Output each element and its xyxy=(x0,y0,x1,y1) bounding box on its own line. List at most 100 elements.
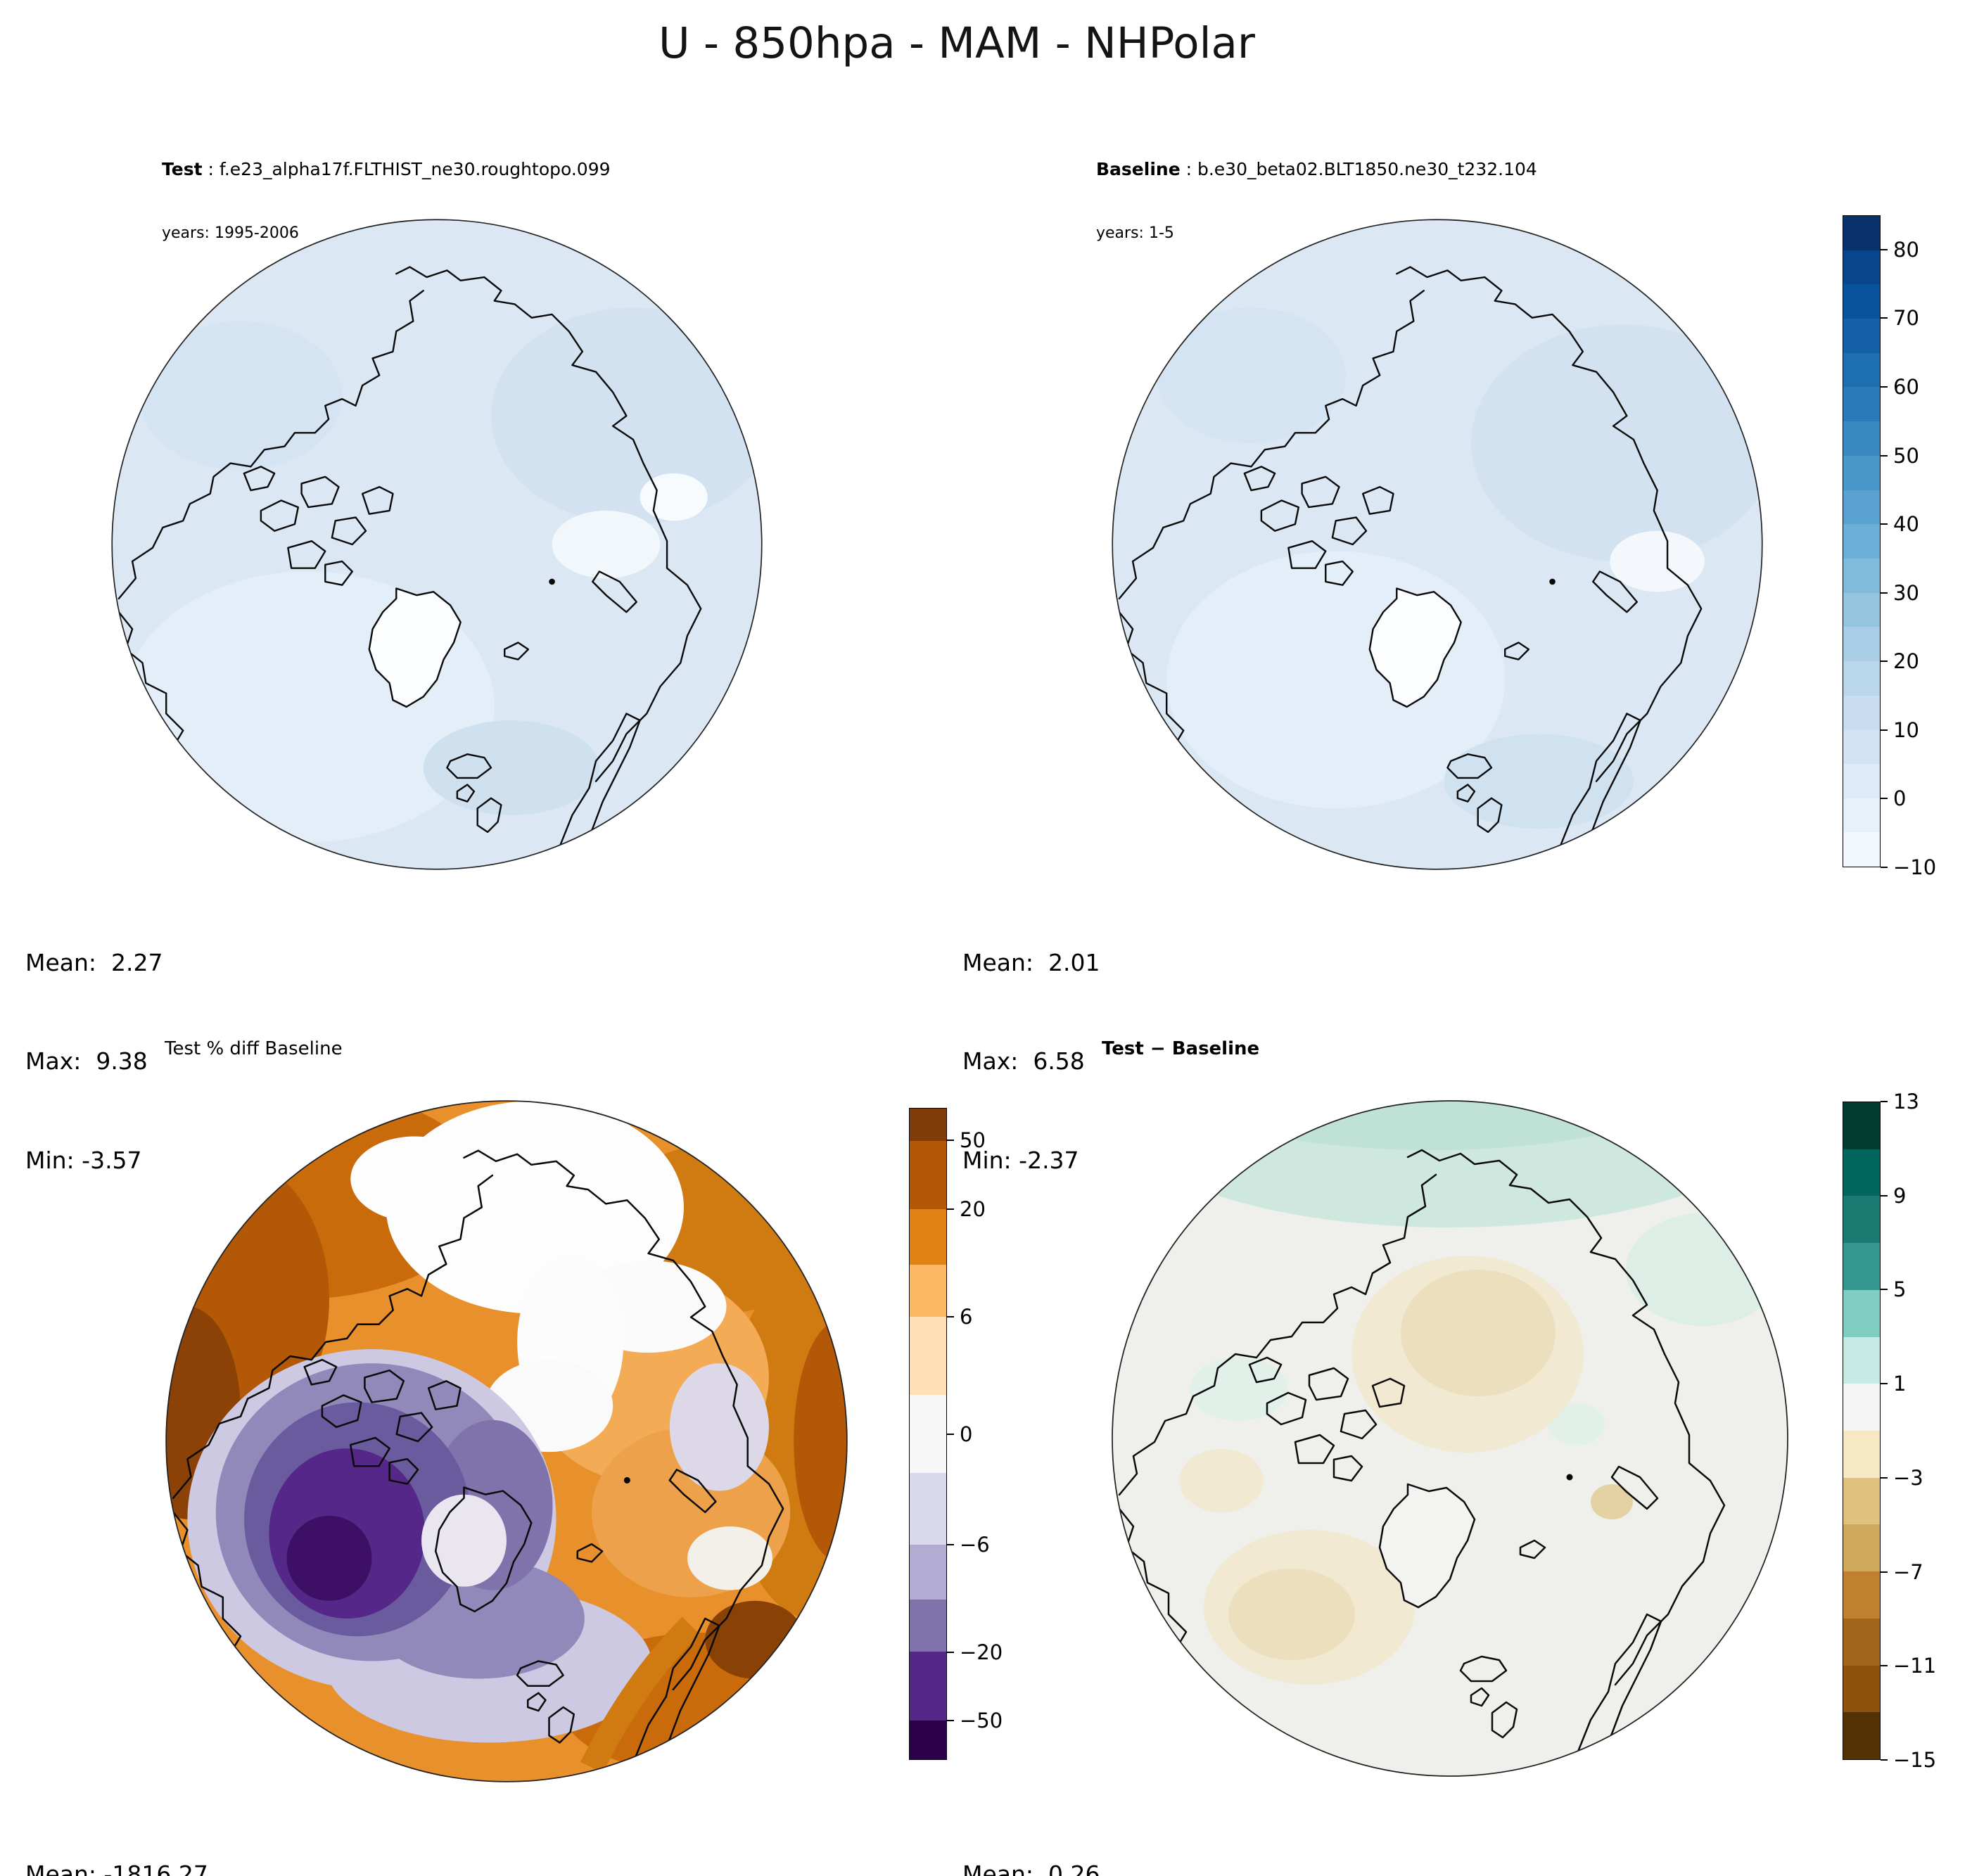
colorbar-tick-mark xyxy=(1881,1476,1888,1479)
baseline-run-desc: : b.e30_beta02.BLT1850.ne30_t232.104 xyxy=(1180,159,1537,179)
colorbar-segment xyxy=(1843,1524,1880,1572)
map-diff-polar-plot xyxy=(1112,1100,1788,1777)
colorbar-tick-label: −7 xyxy=(1893,1559,1923,1584)
colorbar-segment xyxy=(1843,524,1880,559)
colorbar-tick-label: −20 xyxy=(960,1640,1003,1665)
colorbar-segment xyxy=(1843,798,1880,833)
colorbar-test-baseline: 80 70 60 50 40 30 20 10 0 −10 xyxy=(1843,215,1936,879)
colorbar-segment xyxy=(1843,319,1880,353)
colorbar-segment xyxy=(1843,1102,1880,1149)
colorbar-tick-mark xyxy=(1881,1383,1888,1385)
colorbar-segment xyxy=(1843,455,1880,490)
baseline-stat-mean: Mean: 2.01 xyxy=(962,948,1100,976)
test-run-label: Test : f.e23_alpha17f.FLTHIST_ne30.rough… xyxy=(162,118,611,283)
colorbar-segment xyxy=(1843,1571,1880,1619)
colorbar-tick-label: 20 xyxy=(960,1197,986,1221)
colorbar-segment xyxy=(910,1544,946,1600)
colorbar-segment xyxy=(1843,1618,1880,1666)
baseline-stat-max: Max: 6.58 xyxy=(962,1047,1085,1076)
colorbar-segment xyxy=(1843,387,1880,422)
colorbar-segment xyxy=(910,1317,946,1395)
colorbar-segment xyxy=(910,1395,946,1473)
colorbar-segment xyxy=(910,1141,946,1210)
colorbar-tick-label: 40 xyxy=(1893,512,1919,537)
colorbar-segment xyxy=(1843,421,1880,456)
map-boundary-circle xyxy=(1112,1100,1788,1777)
colorbar-gradient xyxy=(1843,215,1881,867)
colorbar-segment xyxy=(910,1600,946,1652)
test-stat-min: Min: -3.57 xyxy=(25,1146,142,1174)
colorbar-tick-mark xyxy=(947,1720,954,1722)
colorbar-tick-label: 0 xyxy=(960,1422,973,1446)
colorbar-segment xyxy=(1843,558,1880,593)
colorbar-tick-mark xyxy=(947,1544,954,1546)
colorbar-segment xyxy=(1843,1384,1880,1431)
colorbar-segment xyxy=(1843,1196,1880,1244)
baseline-stats: Mean: 2.01 Max: 6.58 Min: -2.37 xyxy=(962,881,1100,1243)
colorbar-segment xyxy=(1843,764,1880,798)
colorbar-tick-label: 1 xyxy=(1893,1372,1907,1396)
colorbar-segment xyxy=(1843,1665,1880,1713)
colorbar-tick-label: 13 xyxy=(1893,1090,1919,1114)
colorbar-tick-mark xyxy=(1881,1289,1888,1291)
colorbar-segment xyxy=(910,1652,946,1721)
colorbar-tick-mark xyxy=(1881,729,1888,731)
colorbar-segment xyxy=(1843,1243,1880,1290)
diff-label: Test − Baseline xyxy=(1102,1038,1260,1059)
map-baseline-polar-plot xyxy=(1112,219,1763,870)
test-stat-max: Max: 9.38 xyxy=(25,1047,148,1076)
colorbar-tick-mark xyxy=(1881,867,1888,868)
colorbar-tick-mark xyxy=(947,1140,954,1142)
map-boundary-circle xyxy=(111,219,763,870)
diff-stats: Mean: 0.26 Max: 4.73 Min: -2.48 xyxy=(962,1792,1100,1876)
colorbar-segment xyxy=(1843,284,1880,319)
colorbar-segment xyxy=(910,1265,946,1317)
colorbar-tick-label: 10 xyxy=(1893,717,1919,742)
colorbar-tick-mark xyxy=(1881,385,1888,388)
map-boundary-circle xyxy=(1112,219,1763,870)
colorbar-tick-label: 5 xyxy=(1893,1277,1907,1302)
colorbar-tick-label: 0 xyxy=(1893,786,1907,811)
map-pct-diff-polar-plot xyxy=(165,1100,848,1782)
colorbar-segment xyxy=(1843,490,1880,525)
test-stats: Mean: 2.27 Max: 9.38 Min: -3.57 xyxy=(25,881,163,1243)
colorbar-tick-label: −6 xyxy=(960,1533,990,1557)
colorbar-segment xyxy=(1843,592,1880,627)
colorbar-segment xyxy=(1843,250,1880,285)
colorbar-segment xyxy=(910,1109,946,1142)
colorbar-tick-mark xyxy=(1881,798,1888,800)
colorbar-segment xyxy=(1843,1477,1880,1525)
colorbar-tick-label: −10 xyxy=(1893,855,1937,879)
colorbar-gradient xyxy=(1843,1102,1881,1760)
colorbar-segment xyxy=(910,1209,946,1265)
colorbar-tick-mark xyxy=(1881,1665,1888,1667)
colorbar-segment xyxy=(1843,352,1880,388)
colorbar-tick-label: 70 xyxy=(1893,306,1919,331)
colorbar-tick-mark xyxy=(1881,1571,1888,1573)
colorbar-tick-label: 9 xyxy=(1893,1183,1907,1208)
test-run-name: Test xyxy=(162,159,203,179)
colorbar-tick-mark xyxy=(1881,454,1888,457)
colorbar-tick-mark xyxy=(947,1315,954,1317)
test-run-title: Test : f.e23_alpha17f.FLTHIST_ne30.rough… xyxy=(162,159,611,179)
map-test-polar-plot xyxy=(111,219,763,870)
colorbar-tick-label: 30 xyxy=(1893,580,1919,605)
pct-diff-label: Test % diff Baseline xyxy=(165,1038,343,1059)
baseline-run-name: Baseline xyxy=(1096,159,1181,179)
colorbar-tick-label: 20 xyxy=(1893,649,1919,674)
diff-stat-mean: Mean: 0.26 xyxy=(962,1860,1100,1876)
colorbar-tick-label: −3 xyxy=(1893,1465,1923,1490)
colorbar-tick-mark xyxy=(1881,1101,1888,1102)
colorbar-tick-mark xyxy=(1881,1194,1888,1197)
colorbar-tick-area: 50 20 6 0 −6 −20 −50 xyxy=(947,1108,1045,1760)
page-title: U - 850hpa - MAM - NHPolar xyxy=(658,18,1256,68)
colorbar-segment xyxy=(1843,1336,1880,1384)
pct-diff-stat-mean: Mean: -1816.27 xyxy=(25,1860,208,1876)
baseline-run-label: Baseline : b.e30_beta02.BLT1850.ne30_t23… xyxy=(1096,118,1537,283)
colorbar-tick-mark xyxy=(1881,248,1888,250)
colorbar-tick-mark xyxy=(1881,661,1888,663)
map-boundary-circle xyxy=(165,1100,848,1782)
colorbar-segment xyxy=(1843,216,1880,250)
colorbar-tick-label: 50 xyxy=(1893,443,1919,468)
colorbar-tick-mark xyxy=(947,1208,954,1210)
